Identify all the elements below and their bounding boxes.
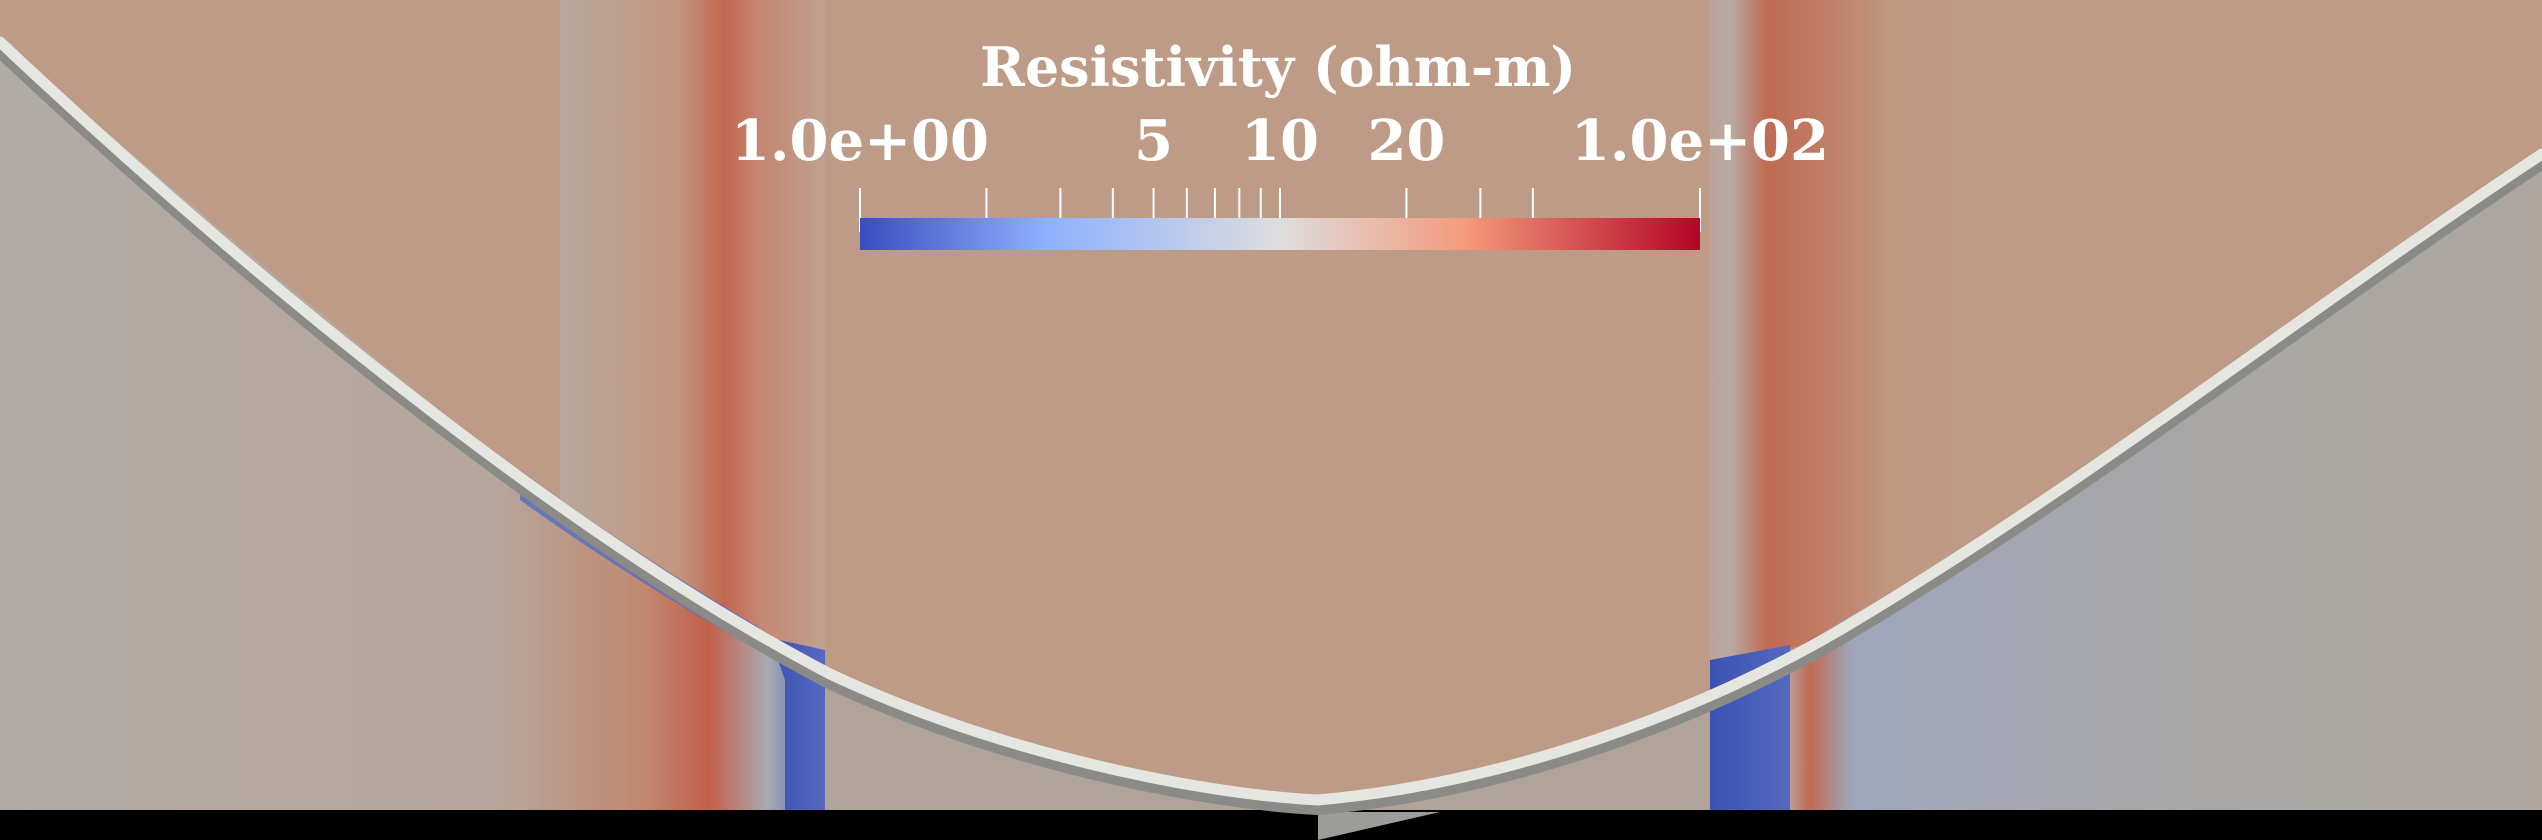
- color-legend: Resistivity (ohm-m) 1.0e+00 5 10 20 1.0e+02: [731, 35, 1829, 250]
- legend-title: Resistivity (ohm-m): [980, 35, 1576, 99]
- bottom-notch: [1318, 812, 1440, 840]
- bottom-strip: [0, 810, 2542, 840]
- legend-label: 1.0e+02: [1571, 108, 1829, 174]
- legend-label: 1.0e+00: [731, 108, 989, 174]
- legend-label: 10: [1241, 108, 1319, 174]
- conductive-zone-left: [770, 638, 825, 810]
- lower-layer-right: [1710, 150, 2542, 810]
- legend-labels: 1.0e+00 5 10 20 1.0e+02: [731, 108, 1829, 174]
- wellbore: [0, 36, 2542, 806]
- legend-label: 20: [1367, 108, 1445, 174]
- legend-label: 5: [1134, 108, 1173, 174]
- color-bar: [860, 218, 1700, 250]
